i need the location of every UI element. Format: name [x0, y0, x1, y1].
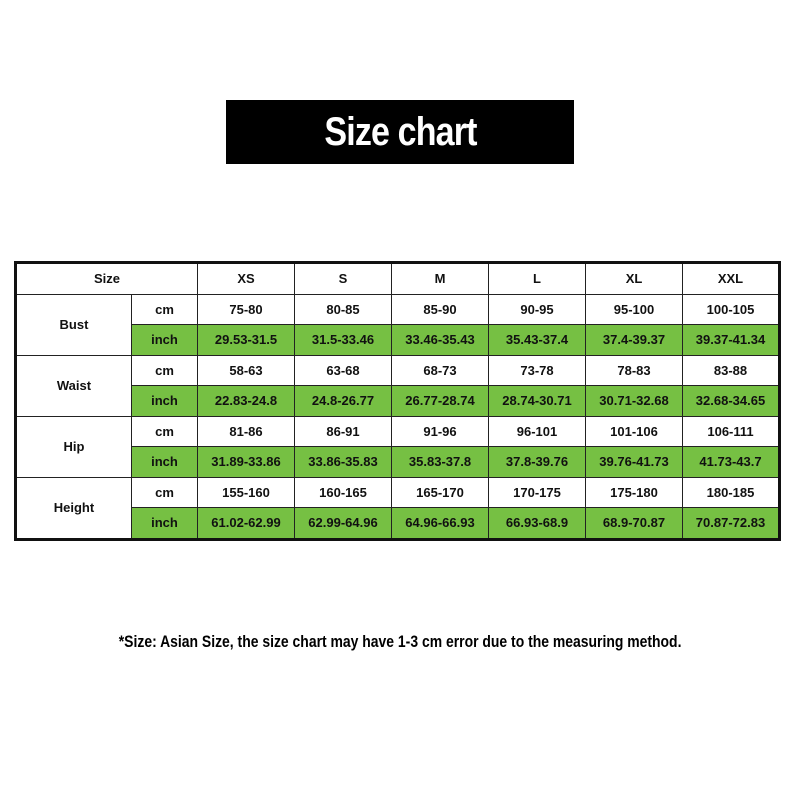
measure-label: Bust [15, 293, 132, 356]
table-cell: 29.53-31.5 [197, 324, 295, 356]
unit-label: inch [131, 446, 198, 478]
table-cell: 31.5-33.46 [294, 324, 392, 356]
table-cell: 35.43-37.4 [488, 324, 586, 356]
table-cell: 101-106 [585, 415, 683, 447]
note-text: *Size: Asian Size, the size chart may ha… [118, 632, 682, 651]
page-title: Size chart [226, 100, 574, 164]
table-row-inch: inch 29.53-31.5 31.5-33.46 33.46-35.43 35.43… [16, 324, 780, 356]
table-cell: 75-80 [197, 293, 295, 325]
table-cell: 33.46-35.43 [391, 324, 489, 356]
size-header: XL [585, 262, 683, 295]
unit-label: cm [131, 415, 198, 447]
table-cell: 160-165 [294, 476, 392, 508]
size-header: L [488, 262, 586, 295]
unit-label: cm [131, 354, 198, 386]
table-row-inch: inch 22.83-24.8 24.8-26.77 26.77-28.74 28.74… [16, 385, 780, 417]
table-cell: 180-185 [682, 476, 780, 508]
table-cell: 106-111 [682, 415, 780, 447]
unit-label: inch [131, 324, 198, 356]
size-table: Size XS S M L XL XXL Bust cm 75-80 80-85 85-… [14, 261, 781, 541]
unit-label: inch [131, 385, 198, 417]
table-cell: 24.8-26.77 [294, 385, 392, 417]
table-cell: 81-86 [197, 415, 295, 447]
table-cell: 66.93-68.9 [488, 507, 586, 540]
table-row-inch: inch 61.02-62.99 62.99-64.96 64.96-66.93 66.… [16, 507, 780, 540]
table-cell: 31.89-33.86 [197, 446, 295, 478]
table-cell: 22.83-24.8 [197, 385, 295, 417]
title-text: Size chart [323, 109, 477, 154]
corner-header: Size [15, 262, 198, 295]
measure-label: Waist [15, 354, 132, 417]
table-cell: 64.96-66.93 [391, 507, 489, 540]
table-cell: 30.71-32.68 [585, 385, 683, 417]
table-cell: 37.8-39.76 [488, 446, 586, 478]
table-cell: 58-63 [197, 354, 295, 386]
table-row-cm: Height cm 155-160 160-165 165-170 170-175 175-… [15, 476, 780, 540]
size-header: XXL [682, 262, 780, 295]
table-cell: 32.68-34.65 [682, 385, 780, 417]
table-cell: 61.02-62.99 [197, 507, 295, 540]
table-cell: 37.4-39.37 [585, 324, 683, 356]
unit-label: inch [131, 507, 198, 540]
table-cell: 35.83-37.8 [391, 446, 489, 478]
table-cell: 80-85 [294, 293, 392, 325]
table-cell: 90-95 [488, 293, 586, 325]
size-header: M [391, 262, 489, 295]
table-cell: 33.86-35.83 [294, 446, 392, 478]
table-cell: 39.76-41.73 [585, 446, 683, 478]
table-cell: 62.99-64.96 [294, 507, 392, 540]
table-row-cm: Waist cm 58-63 63-68 68-73 73-78 78-83 83-88 [15, 354, 780, 417]
size-note: *Size: Asian Size, the size chart may ha… [0, 632, 800, 652]
table-cell: 63-68 [294, 354, 392, 386]
table-row-cm: Bust cm 75-80 80-85 85-90 90-95 95-100 100-105 [15, 293, 780, 356]
unit-label: cm [131, 293, 198, 325]
table-cell: 170-175 [488, 476, 586, 508]
table-cell: 28.74-30.71 [488, 385, 586, 417]
table-cell: 175-180 [585, 476, 683, 508]
table-cell: 165-170 [391, 476, 489, 508]
table-cell: 68-73 [391, 354, 489, 386]
table-cell: 86-91 [294, 415, 392, 447]
measure-label: Hip [15, 415, 132, 478]
unit-label: cm [131, 476, 198, 508]
table-row-inch: inch 31.89-33.86 33.86-35.83 35.83-37.8 37.8… [16, 446, 780, 478]
table-cell: 96-101 [488, 415, 586, 447]
table-cell: 155-160 [197, 476, 295, 508]
table-cell: 91-96 [391, 415, 489, 447]
table-row-cm: Hip cm 81-86 86-91 91-96 96-101 101-106 106-111 [15, 415, 780, 478]
table-cell: 100-105 [682, 293, 780, 325]
table-cell: 85-90 [391, 293, 489, 325]
size-header: S [294, 262, 392, 295]
table-cell: 70.87-72.83 [682, 507, 780, 540]
measure-label: Height [15, 476, 132, 540]
table-cell: 39.37-41.34 [682, 324, 780, 356]
table-cell: 83-88 [682, 354, 780, 386]
table-cell: 78-83 [585, 354, 683, 386]
table-cell: 26.77-28.74 [391, 385, 489, 417]
table-cell: 73-78 [488, 354, 586, 386]
table-cell: 95-100 [585, 293, 683, 325]
size-header: XS [197, 262, 295, 295]
table-cell: 41.73-43.7 [682, 446, 780, 478]
header-row: Size XS S M L XL XXL [15, 262, 780, 295]
table-cell: 68.9-70.87 [585, 507, 683, 540]
